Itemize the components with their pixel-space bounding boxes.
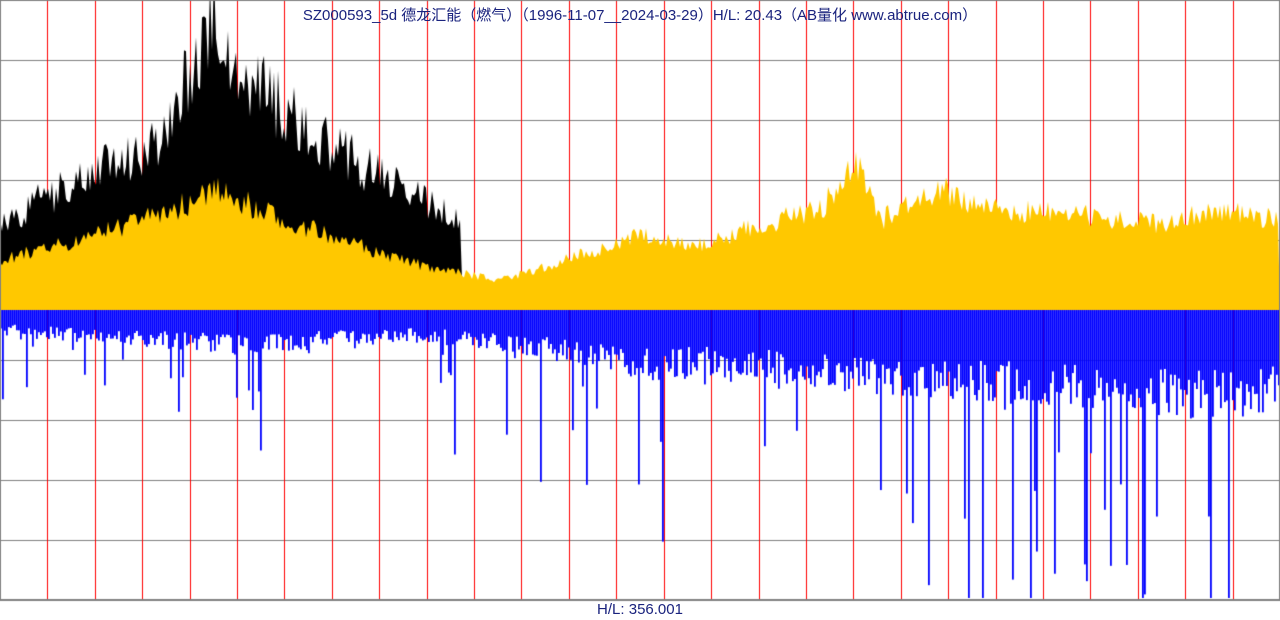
stock-chart: SZ000593_5d 德龙汇能（燃气）（1996-11-07__2024-03… bbox=[0, 0, 1280, 620]
chart-title: SZ000593_5d 德龙汇能（燃气）（1996-11-07__2024-03… bbox=[0, 4, 1280, 25]
chart-footer: H/L: 356.001 bbox=[0, 601, 1280, 618]
chart-canvas bbox=[0, 0, 1280, 620]
